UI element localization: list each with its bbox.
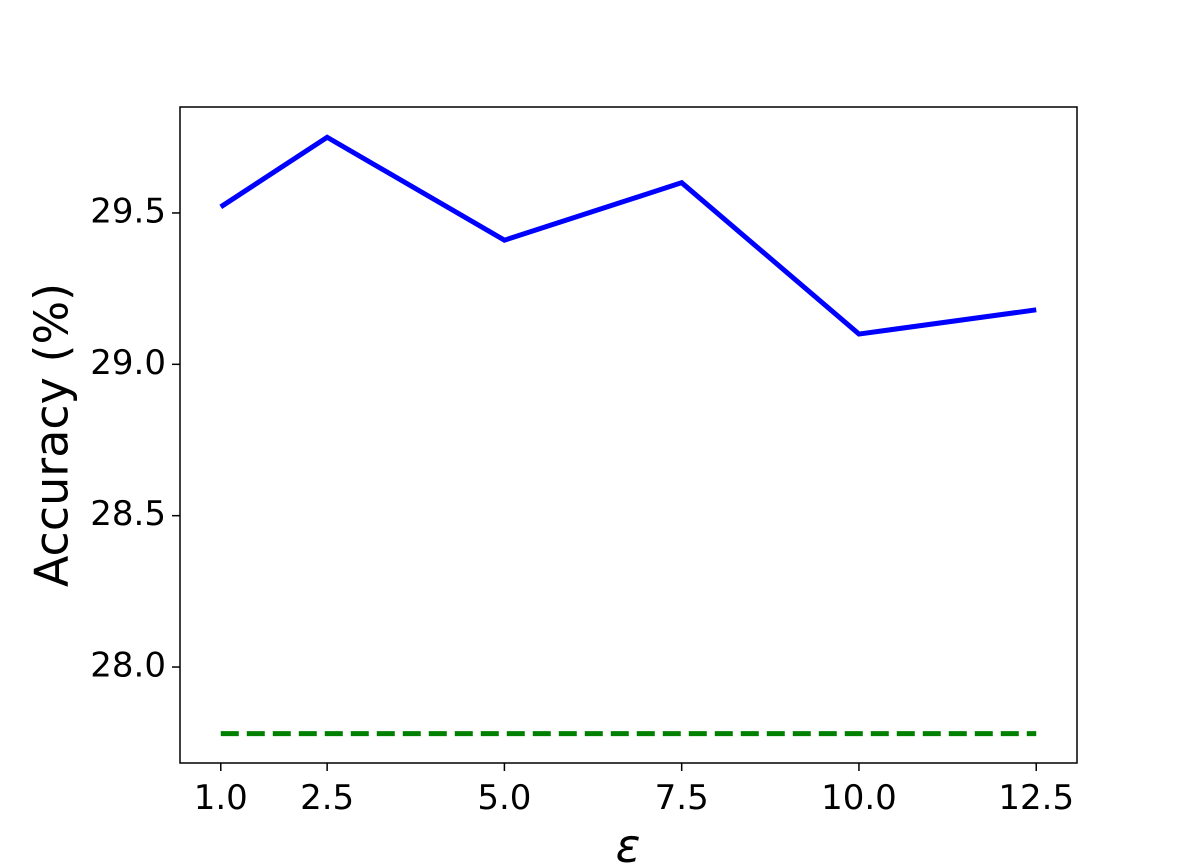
x-tick-label: 1.0 <box>194 778 248 818</box>
x-axis-label: ε <box>616 819 641 867</box>
x-tick-label: 5.0 <box>477 778 531 818</box>
y-tick-label: 28.5 <box>90 494 166 534</box>
series-line <box>219 134 1037 337</box>
y-tick-label: 29.0 <box>90 343 166 383</box>
y-tick-label: 29.5 <box>90 191 166 231</box>
x-tick-label: 7.5 <box>655 778 709 818</box>
x-tick-label: 2.5 <box>300 778 354 818</box>
y-tick-label: 28.0 <box>90 646 166 686</box>
plot-frame <box>179 106 1078 764</box>
y-axis-label: Accuracy (%) <box>25 283 79 587</box>
x-tick-label: 12.5 <box>998 778 1074 818</box>
x-tick-label: 10.0 <box>821 778 897 818</box>
